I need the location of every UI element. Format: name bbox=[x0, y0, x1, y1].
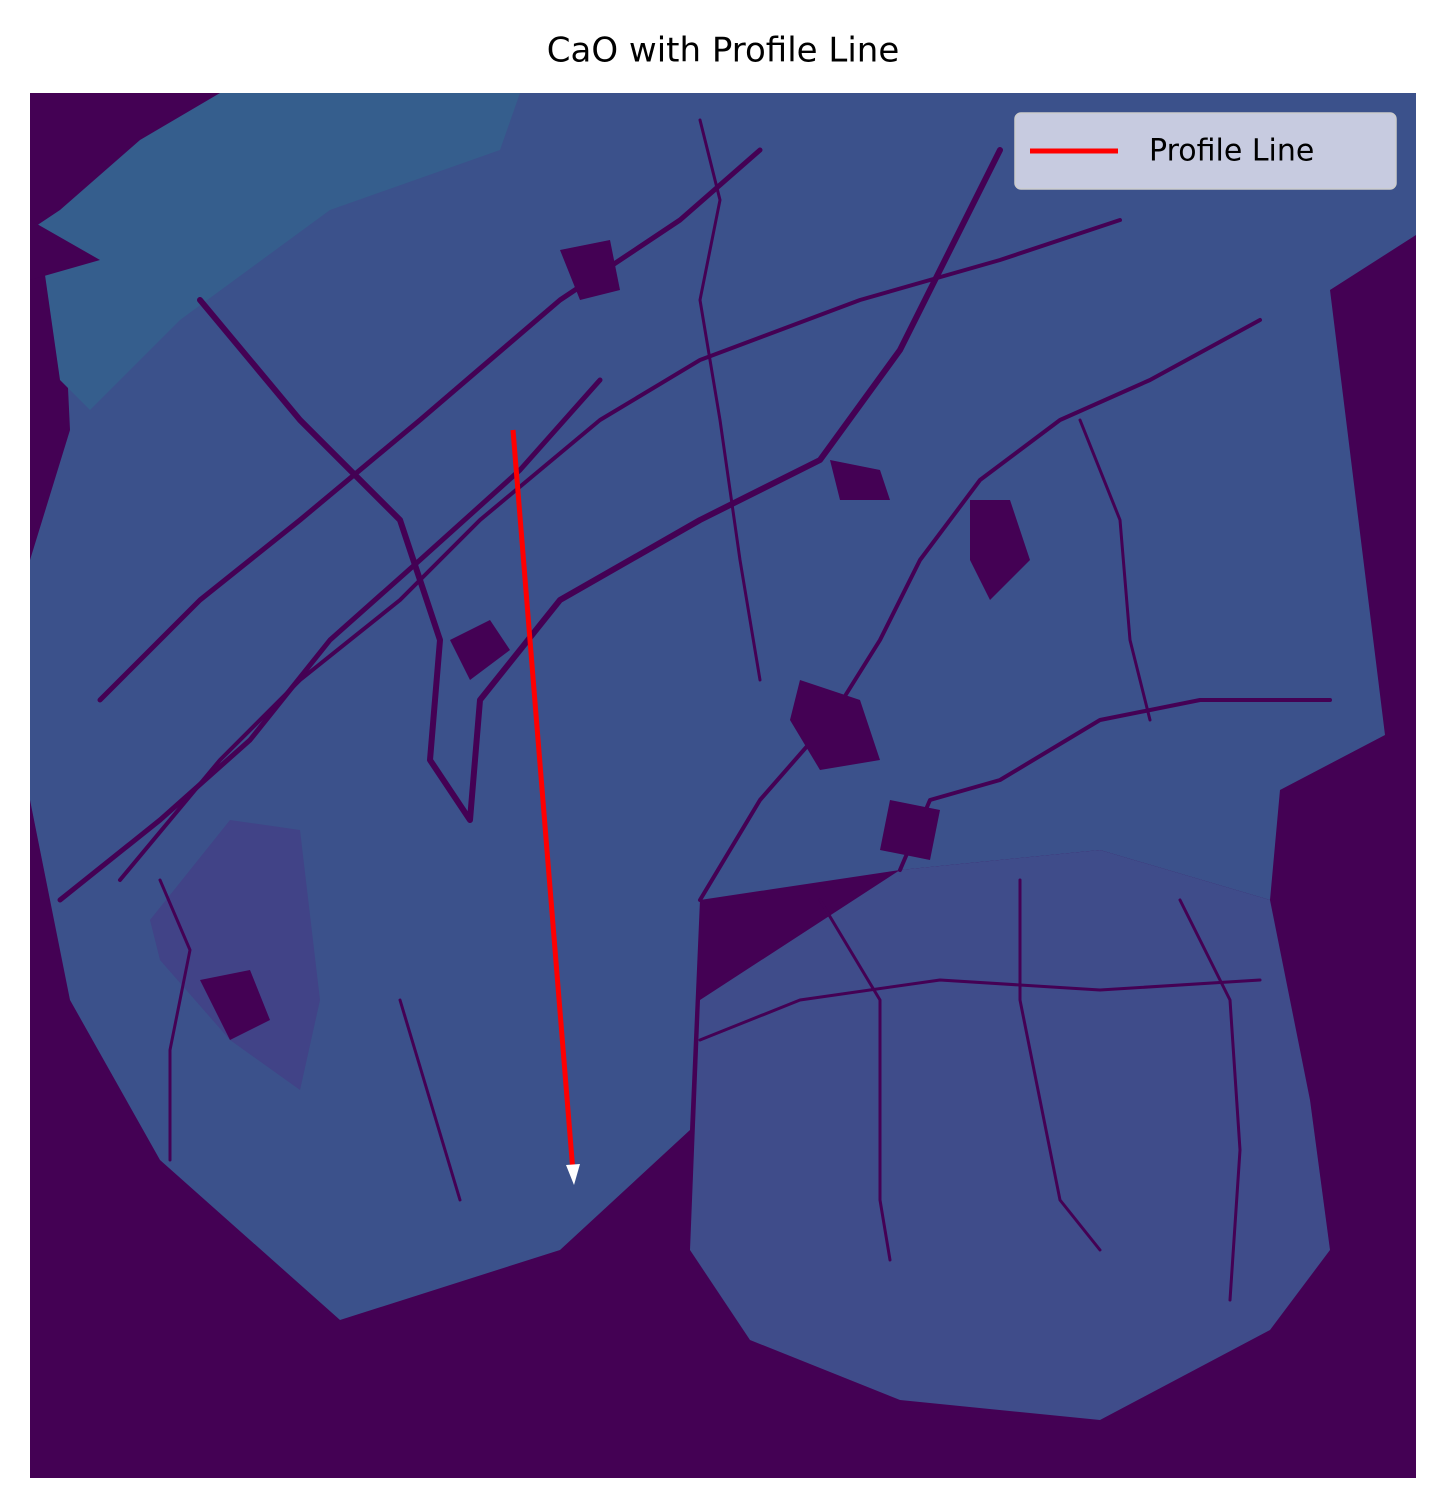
pore bbox=[560, 240, 620, 300]
profile-arrowhead bbox=[566, 1164, 580, 1185]
legend-box bbox=[1014, 112, 1397, 190]
crystal-upper-left bbox=[30, 93, 520, 410]
image bbox=[30, 93, 1416, 1478]
pore bbox=[970, 500, 1030, 600]
profile-line bbox=[510, 429, 576, 1173]
dark-corner bbox=[30, 93, 220, 230]
legend-label: Profile Line bbox=[1149, 134, 1314, 169]
pore bbox=[790, 680, 880, 770]
pore bbox=[200, 970, 270, 1040]
pore bbox=[450, 620, 510, 680]
chart-title: CaO with Profile Line bbox=[547, 31, 899, 71]
crystal-left bbox=[30, 93, 1416, 1320]
dark-corner bbox=[30, 220, 100, 280]
overlay: Profile Line bbox=[510, 112, 1397, 1185]
pore bbox=[830, 460, 890, 500]
inclusion bbox=[150, 820, 320, 1090]
pore bbox=[880, 800, 940, 860]
